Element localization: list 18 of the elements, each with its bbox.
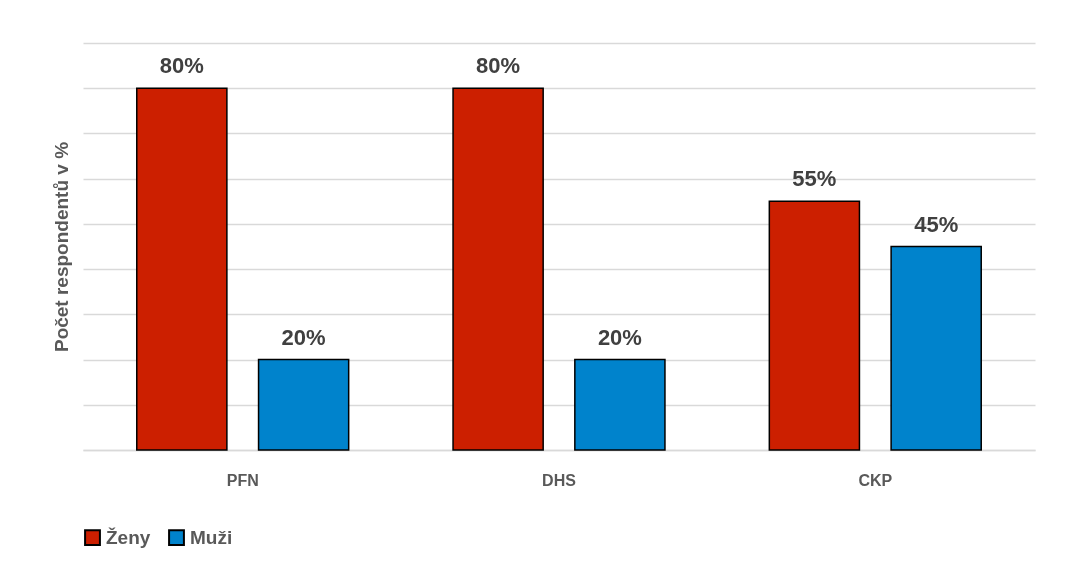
- legend-label: Ženy: [106, 526, 151, 548]
- bar: [768, 200, 861, 451]
- bar: [136, 87, 228, 451]
- bar: [574, 358, 666, 451]
- bar: [890, 245, 982, 451]
- data-label: 20%: [281, 324, 326, 350]
- y-axis-title: Počet respondentů v %: [50, 141, 72, 353]
- bar: [452, 87, 544, 451]
- x-tick-label: CKP: [858, 471, 893, 489]
- data-label: 45%: [914, 211, 959, 237]
- data-label: 20%: [597, 324, 642, 350]
- data-label: 80%: [159, 53, 204, 79]
- x-tick-label: PFN: [226, 471, 259, 489]
- data-label: 80%: [476, 53, 521, 79]
- bar: [257, 358, 350, 451]
- legend-label: Muži: [190, 526, 233, 548]
- x-tick-label: DHS: [542, 471, 577, 489]
- data-label: 55%: [792, 166, 837, 192]
